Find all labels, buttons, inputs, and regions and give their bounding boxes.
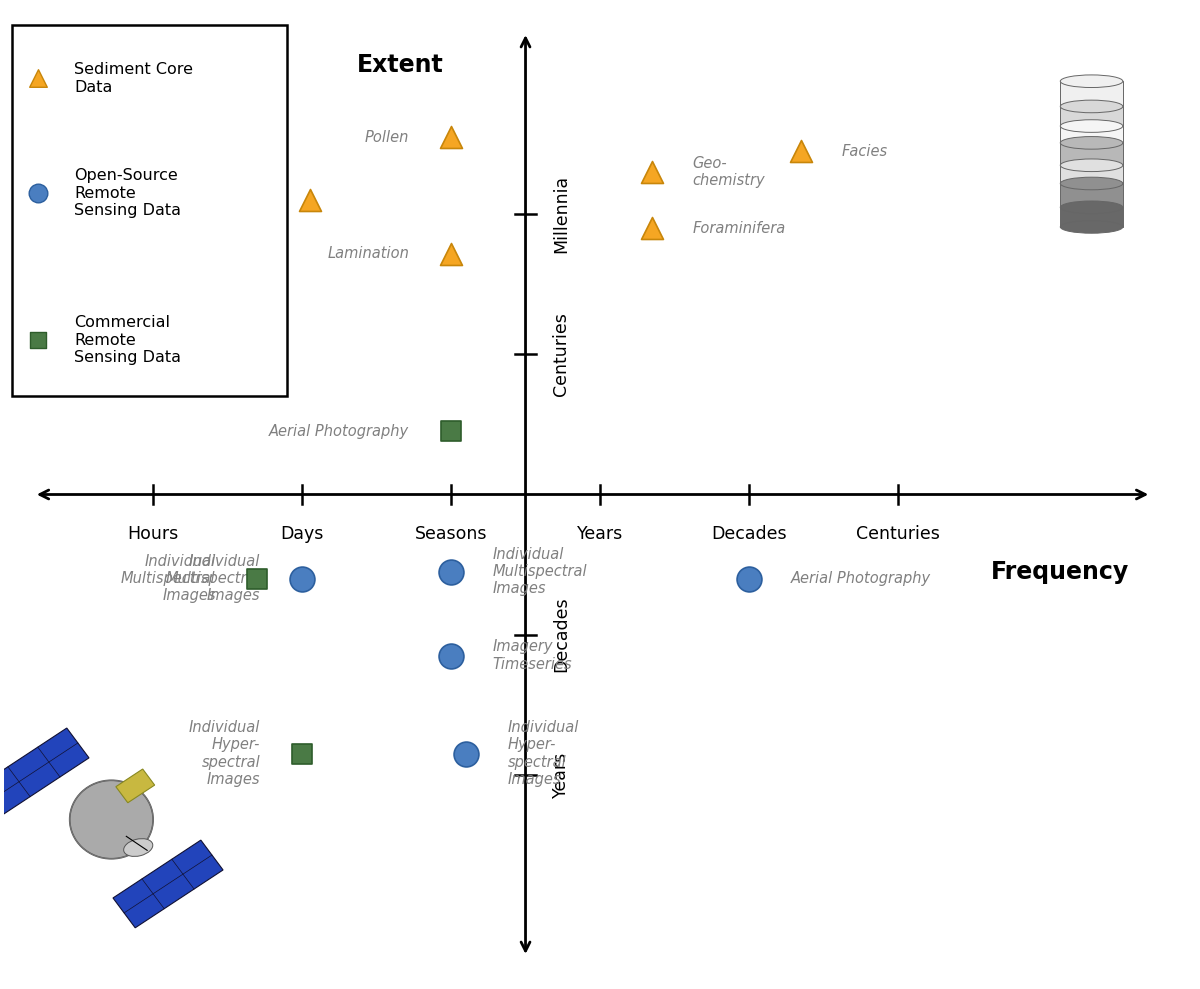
- Point: [642, 164, 661, 180]
- Text: Individual
Multispectral
Images: Individual Multispectral Images: [166, 554, 260, 603]
- Point: [642, 221, 661, 236]
- Text: Years: Years: [577, 525, 623, 543]
- Point: [29, 332, 48, 348]
- Bar: [1061, 184, 1123, 208]
- Polygon shape: [113, 840, 223, 928]
- Ellipse shape: [1061, 136, 1123, 149]
- Text: Days: Days: [281, 525, 324, 543]
- Bar: [1061, 142, 1123, 165]
- Point: [247, 571, 266, 586]
- Ellipse shape: [124, 839, 152, 856]
- Text: Aerial Photography: Aerial Photography: [269, 424, 409, 439]
- Text: Facies: Facies: [841, 143, 888, 159]
- Point: [442, 245, 461, 261]
- Point: [293, 746, 312, 762]
- Ellipse shape: [1061, 177, 1123, 190]
- Ellipse shape: [1061, 100, 1123, 113]
- Point: [442, 423, 461, 439]
- Circle shape: [70, 780, 154, 858]
- Text: Individual
Multispectral
Images: Individual Multispectral Images: [121, 554, 216, 603]
- Text: Geo-
chemistry: Geo- chemistry: [692, 156, 764, 189]
- Text: Seasons: Seasons: [415, 525, 487, 543]
- Text: Decades: Decades: [552, 596, 570, 673]
- Text: Millennia: Millennia: [552, 175, 570, 253]
- Text: Aerial Photography: Aerial Photography: [791, 571, 931, 586]
- Point: [442, 648, 461, 664]
- Text: Individual
Hyper-
spectral
Images: Individual Hyper- spectral Images: [508, 720, 580, 787]
- Text: Sediment Core
Data: Sediment Core Data: [74, 62, 193, 95]
- Polygon shape: [116, 769, 155, 803]
- Ellipse shape: [1061, 201, 1123, 214]
- Ellipse shape: [1061, 75, 1123, 87]
- Point: [29, 70, 48, 86]
- Ellipse shape: [1061, 221, 1123, 233]
- Bar: [1061, 165, 1123, 184]
- Text: Pollen: Pollen: [365, 130, 409, 144]
- Text: Decades: Decades: [712, 525, 787, 543]
- Point: [300, 193, 319, 209]
- Bar: [1061, 81, 1123, 107]
- Bar: [1061, 208, 1123, 226]
- Bar: [1061, 107, 1123, 126]
- Text: Foraminifera: Foraminifera: [692, 221, 786, 235]
- Text: Frequency: Frequency: [990, 560, 1129, 584]
- Text: Imagery
Timeseries: Imagery Timeseries: [493, 640, 572, 672]
- Point: [29, 185, 48, 201]
- Text: Individual
Hyper-
spectral
Images: Individual Hyper- spectral Images: [188, 720, 260, 787]
- Point: [792, 143, 811, 159]
- Bar: [12, 25, 287, 397]
- Point: [442, 564, 461, 580]
- Text: Hours: Hours: [127, 525, 179, 543]
- Text: Commercial
Remote
Sensing Data: Commercial Remote Sensing Data: [74, 315, 181, 365]
- Text: Centuries: Centuries: [856, 525, 940, 543]
- Text: Discrete events
(e.g., tephra): Discrete events (e.g., tephra): [155, 184, 269, 217]
- Ellipse shape: [1061, 159, 1123, 171]
- Text: Extent: Extent: [356, 53, 444, 77]
- Bar: [1061, 126, 1123, 142]
- Text: Centuries: Centuries: [552, 313, 570, 397]
- Point: [456, 746, 475, 762]
- Polygon shape: [0, 728, 89, 816]
- Point: [293, 571, 312, 586]
- Text: Lamination: Lamination: [328, 246, 409, 261]
- Ellipse shape: [1061, 120, 1123, 133]
- Point: [442, 130, 461, 145]
- Text: Open-Source
Remote
Sensing Data: Open-Source Remote Sensing Data: [74, 168, 181, 219]
- Text: Years: Years: [552, 752, 570, 798]
- Point: [739, 571, 758, 586]
- Text: Individual
Multispectral
Images: Individual Multispectral Images: [493, 547, 587, 596]
